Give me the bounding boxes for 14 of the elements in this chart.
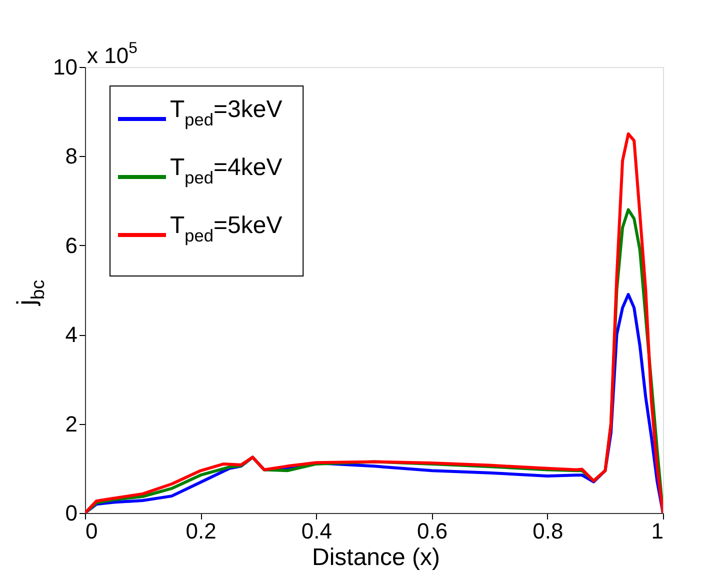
y-tick-label: 10 [53, 54, 78, 80]
y-tick-label: 0 [65, 500, 78, 526]
x-tick-label: 0.4 [301, 518, 332, 544]
x-tick-label: 0.2 [186, 518, 216, 544]
y-tick-label: 2 [65, 411, 78, 436]
x-tick-label: 0 [86, 518, 98, 544]
x-axis-title: Distance (x) [312, 544, 440, 571]
y-tick-label: 6 [65, 232, 78, 258]
x-tick-label: 0.8 [532, 518, 564, 544]
x-tick-label: 1 [651, 518, 664, 544]
x-tick-label: 0.6 [417, 518, 448, 544]
y-axis-title: jbc [11, 280, 48, 306]
y-tick-label: 8 [65, 144, 78, 169]
y-tick-label: 4 [65, 322, 78, 348]
